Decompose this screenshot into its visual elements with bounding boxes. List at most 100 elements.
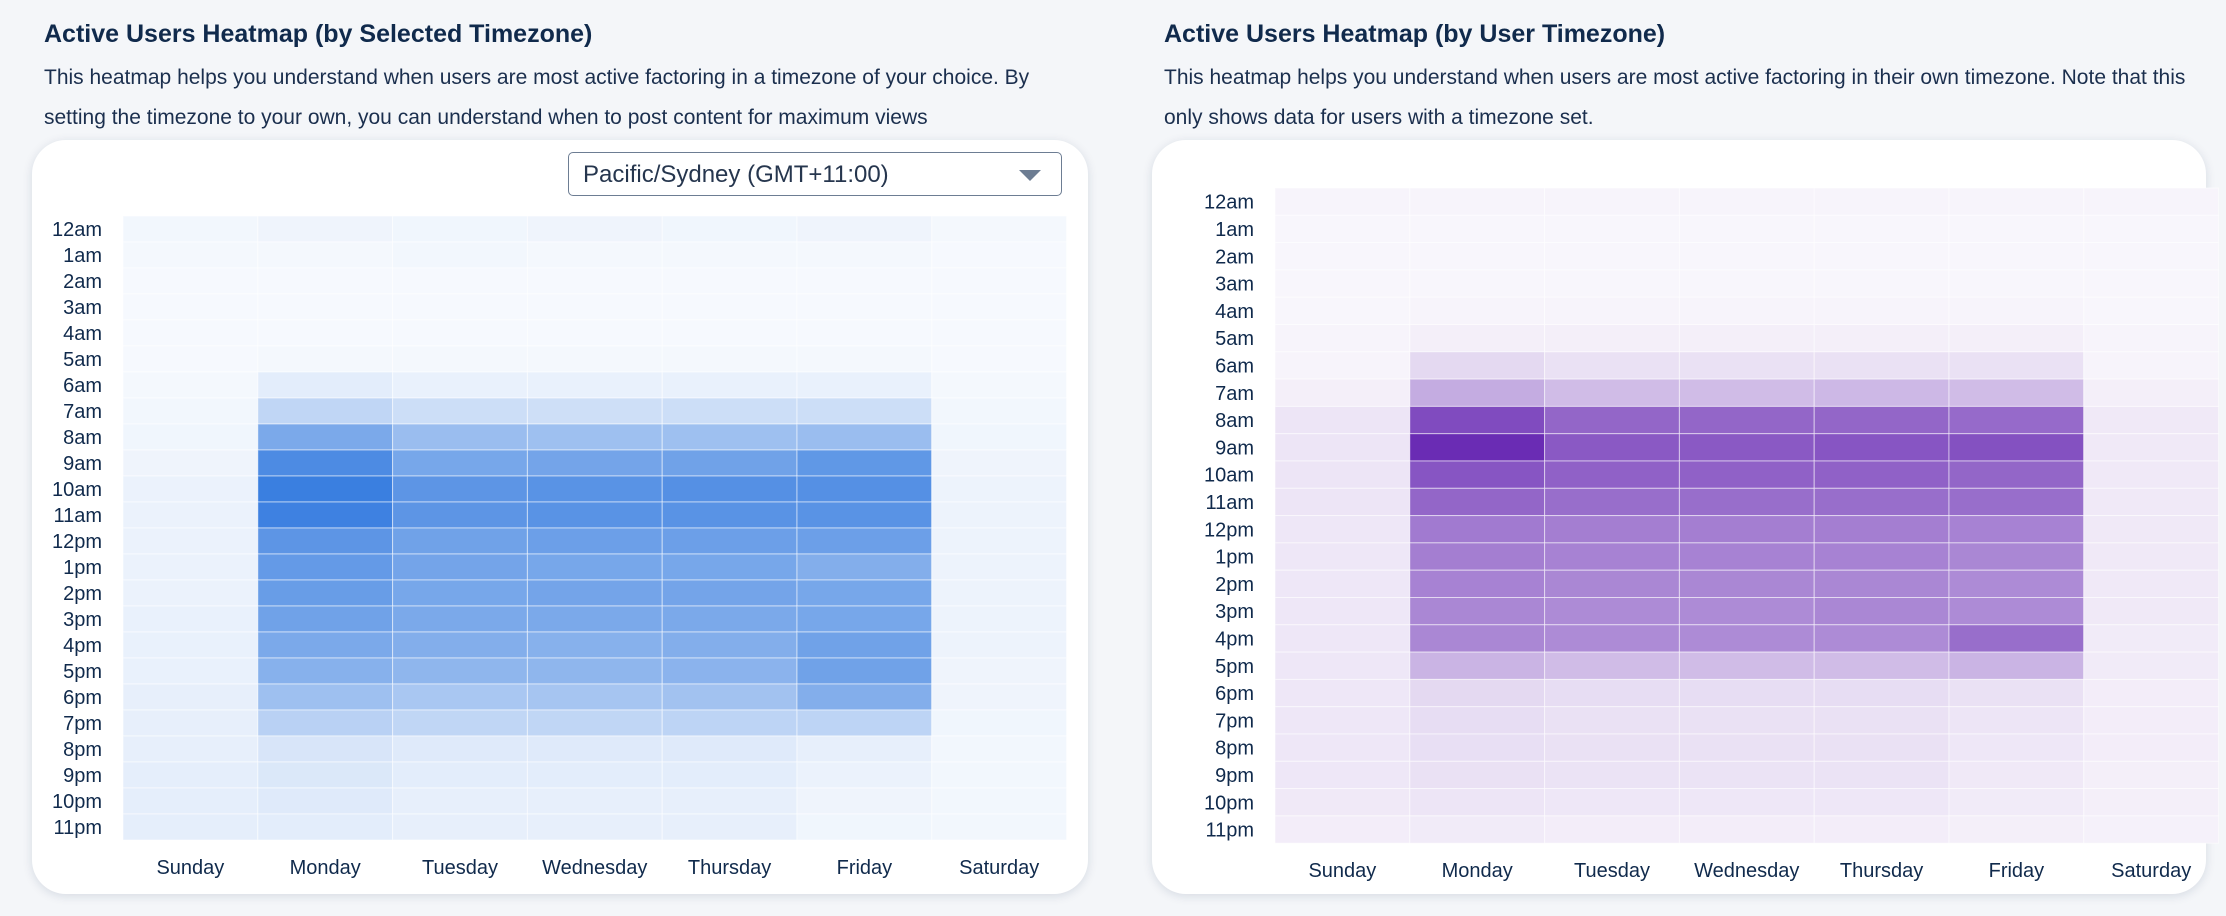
heatmap-cell <box>661 605 798 633</box>
heatmap-cell <box>661 241 798 269</box>
x-tick-label: Wednesday <box>1694 860 1799 882</box>
heatmap-cell <box>796 423 933 451</box>
timezone-select[interactable]: Pacific/Sydney (GMT+11:00) <box>568 152 1062 196</box>
heatmap-cell <box>1544 214 1680 244</box>
heatmap-cell <box>257 345 394 373</box>
x-tick-label: Friday <box>1989 860 2045 882</box>
heatmap-cell <box>1544 678 1680 708</box>
heatmap-cell <box>1274 515 1411 544</box>
heatmap-cell <box>392 579 528 607</box>
heatmap-cell <box>1409 569 1546 599</box>
heatmap-cell <box>931 527 1068 555</box>
heatmap-cell <box>1274 269 1411 298</box>
heatmap-cell <box>796 553 933 581</box>
heatmap-cell <box>257 683 394 711</box>
heatmap-cell <box>1409 651 1546 680</box>
heatmap-cell <box>1678 269 1815 298</box>
heatmap-cell <box>2083 433 2220 462</box>
heatmap-cell <box>1678 515 1815 544</box>
heatmap-cell <box>931 501 1068 529</box>
heatmap-cell <box>931 371 1068 399</box>
heatmap-cell <box>796 787 933 815</box>
heatmap-cell <box>661 787 798 815</box>
heatmap-cell <box>661 735 798 763</box>
heatmap-cell <box>122 553 259 581</box>
y-tick-label: 1pm <box>1215 547 1254 569</box>
heatmap-cell <box>2083 651 2220 680</box>
heatmap-cell <box>1409 760 1546 790</box>
y-tick-label: 12pm <box>52 531 102 553</box>
heatmap-card: Pacific/Sydney (GMT+11:00) 12am 1am 2am 3am… <box>32 140 1088 894</box>
heatmap-cell <box>1948 378 2085 407</box>
heatmap-cell <box>526 787 663 815</box>
heatmap-cell <box>257 423 394 451</box>
y-tick-label: 5am <box>63 349 102 371</box>
heatmap-cell <box>661 683 798 711</box>
heatmap-cell <box>392 371 528 399</box>
heatmap-cell <box>1678 242 1815 271</box>
heatmap-cell <box>526 345 663 373</box>
heatmap-cell <box>392 215 528 243</box>
y-tick-label: 3am <box>63 297 102 319</box>
y-tick-label: 12am <box>52 219 102 241</box>
heatmap-cell <box>526 371 663 399</box>
heatmap-cell <box>1274 214 1411 244</box>
heatmap-cell <box>1678 351 1815 380</box>
heatmap-cell <box>526 709 663 737</box>
heatmap-cell <box>1948 433 2085 462</box>
heatmap-cell <box>122 423 259 451</box>
heatmap-cell <box>1678 296 1815 325</box>
heatmap-cell <box>796 735 933 763</box>
heatmap-cell <box>1409 733 1546 762</box>
heatmap-cell <box>796 579 933 607</box>
heatmap-cell <box>2083 678 2220 708</box>
heatmap-cell <box>1544 351 1680 380</box>
x-tick-label: Monday <box>1442 860 1513 882</box>
y-tick-label: 12pm <box>1204 519 1254 541</box>
heatmap-cell <box>1274 733 1411 762</box>
heatmap-cell <box>122 735 259 763</box>
heatmap-cell <box>1544 760 1680 790</box>
heatmap-cell <box>796 319 933 347</box>
heatmap-cell <box>392 709 528 737</box>
heatmap-cell <box>661 423 798 451</box>
y-tick-label: 4pm <box>1215 628 1254 650</box>
heatmap-cell <box>122 215 259 243</box>
heatmap-cell <box>1948 624 2085 653</box>
heatmap-cell <box>1274 296 1411 325</box>
y-tick-label: 10pm <box>1204 792 1254 814</box>
y-tick-label: 2am <box>63 271 102 293</box>
heatmap-cell <box>1544 624 1680 653</box>
heatmap-cell <box>1409 597 1546 626</box>
heatmap-cell <box>1274 324 1411 353</box>
section-title: Active Users Heatmap (by Selected Timezo… <box>44 20 593 48</box>
heatmap-cell <box>1678 760 1815 790</box>
heatmap-cell <box>1948 214 2085 244</box>
heatmap-cell <box>661 215 798 243</box>
heatmap-cell <box>1274 815 1411 844</box>
heatmap-cell <box>1948 269 2085 298</box>
heatmap-cell <box>1948 460 2085 489</box>
y-tick-label: 6pm <box>1215 683 1254 705</box>
heatmap-cell <box>1409 433 1546 462</box>
heatmap-cell <box>661 553 798 581</box>
x-tick-label: Thursday <box>688 857 771 879</box>
heatmap-cell <box>392 657 528 685</box>
heatmap-cell <box>122 319 259 347</box>
heatmap-cell <box>392 631 528 659</box>
heatmap-cell <box>1948 788 2085 817</box>
heatmap-cell <box>526 241 663 269</box>
heatmap-cell <box>1409 269 1546 298</box>
heatmap-cell <box>122 709 259 737</box>
heatmap-cell <box>122 267 259 295</box>
heatmap-cell <box>661 631 798 659</box>
heatmap-cell <box>1813 651 1950 680</box>
heatmap-cell <box>796 657 933 685</box>
heatmap-cell <box>2083 324 2220 353</box>
heatmap-cell <box>2083 706 2220 735</box>
heatmap-cell <box>122 397 259 425</box>
heatmap-cell <box>2083 487 2220 517</box>
heatmap-cell <box>257 267 394 295</box>
heatmap-cell <box>2083 624 2220 653</box>
heatmap-cell <box>392 449 528 477</box>
